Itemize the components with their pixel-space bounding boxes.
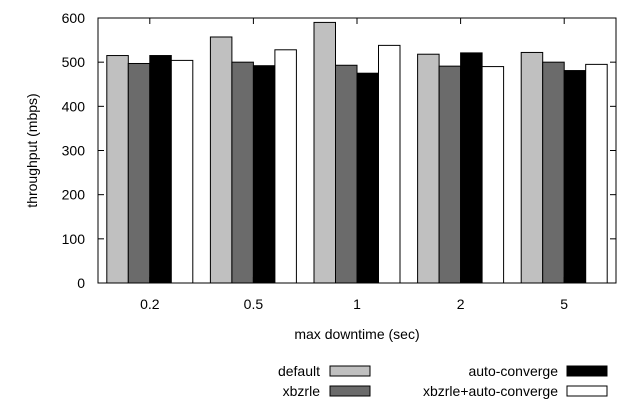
legend: default xbzrle auto-converge xbzrle+auto-co… xyxy=(278,363,608,399)
y-axis-title: throughput (mbps) xyxy=(24,93,40,207)
y-axis: 0 100 200 300 400 500 600 xyxy=(62,10,616,291)
y-tick-label: 0 xyxy=(77,275,85,291)
bar-xbzrle-auto-converge-2 xyxy=(481,66,505,284)
bar-xbzrle-0_2 xyxy=(127,62,151,284)
bar-xbzrle-auto-converge-5 xyxy=(585,63,608,284)
bar-default-2 xyxy=(417,53,440,284)
bar-auto-converge-0_5 xyxy=(252,65,276,284)
x-tick-label: 1 xyxy=(353,296,361,312)
bar-auto-converge-2 xyxy=(460,52,483,284)
x-tick-label: 5 xyxy=(560,296,568,312)
bar-xbzrle-1 xyxy=(335,64,358,284)
y-tick-label: 100 xyxy=(62,231,86,247)
y-tick-label: 600 xyxy=(62,10,86,26)
legend-swatch xyxy=(566,385,608,397)
y-tick-label: 400 xyxy=(62,98,86,114)
legend-swatch xyxy=(329,365,371,377)
legend-label: auto-converge xyxy=(468,363,558,379)
x-tick-label: 2 xyxy=(457,296,465,312)
bar-auto-converge-5 xyxy=(563,70,587,284)
legend-label: xbzrle+auto-converge xyxy=(423,383,558,399)
y-tick-label: 200 xyxy=(62,187,86,203)
y-tick-label: 300 xyxy=(62,143,86,159)
x-tick-label: 0.2 xyxy=(140,296,160,312)
x-tick-label: 0.5 xyxy=(244,296,264,312)
bar-auto-converge-1 xyxy=(356,72,379,284)
x-axis: 0.2 0.5 1 2 5 xyxy=(140,18,568,312)
legend-swatch xyxy=(329,385,371,397)
bar-xbzrle-auto-converge-0_5 xyxy=(274,49,297,284)
legend-label: xbzrle xyxy=(283,383,321,399)
bar-xbzrle-0_5 xyxy=(231,61,254,284)
y-tick-label: 500 xyxy=(62,54,86,70)
bar-xbzrle-auto-converge-0_2 xyxy=(170,59,194,284)
legend-label: default xyxy=(278,363,320,379)
bar-auto-converge-0_2 xyxy=(149,55,172,284)
x-axis-title: max downtime (sec) xyxy=(294,326,419,342)
bar-default-0_2 xyxy=(106,55,129,284)
bars-layer xyxy=(106,21,608,284)
bar-default-1 xyxy=(313,21,336,284)
bar-xbzrle-auto-converge-1 xyxy=(378,44,401,284)
bar-xbzrle-2 xyxy=(438,65,462,284)
bar-default-5 xyxy=(520,51,544,284)
legend-swatch xyxy=(566,365,608,377)
bar-default-0_5 xyxy=(209,36,233,284)
bar-xbzrle-5 xyxy=(542,61,565,284)
